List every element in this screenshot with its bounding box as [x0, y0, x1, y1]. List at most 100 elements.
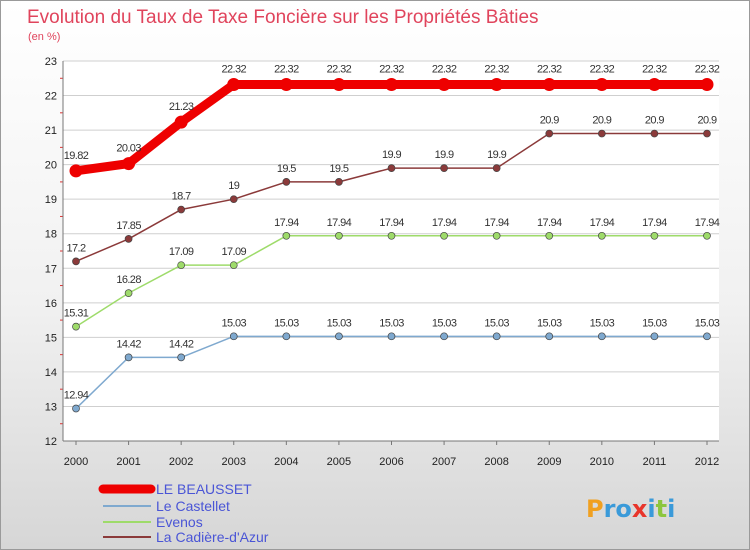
data-point [490, 77, 504, 91]
data-point [387, 332, 396, 341]
y-tick-label: 18 [45, 229, 57, 241]
data-point [492, 231, 501, 240]
data-label: 20.9 [592, 115, 611, 127]
data-point [229, 332, 238, 341]
data-point [282, 332, 291, 341]
x-tick-label: 2001 [116, 456, 140, 468]
data-point [703, 231, 711, 240]
data-label: 15.03 [379, 317, 404, 329]
data-label: 19.9 [435, 149, 454, 161]
data-point [597, 231, 606, 240]
data-label: 17.94 [274, 217, 299, 229]
data-label: 17.09 [169, 246, 194, 258]
data-label: 20.9 [645, 115, 664, 127]
y-tick-label: 22 [45, 91, 57, 103]
y-tick-label: 17 [45, 263, 57, 275]
data-point [597, 129, 606, 138]
data-point [703, 332, 711, 341]
data-label: 15.03 [327, 317, 352, 329]
data-point [545, 231, 554, 240]
data-label: 12.94 [64, 390, 89, 402]
data-label: 18.7 [172, 191, 191, 203]
data-label: 17.09 [221, 246, 246, 258]
data-label: 19.5 [329, 163, 348, 175]
data-label: 14.42 [116, 338, 141, 350]
data-label: 17.94 [379, 217, 404, 229]
x-tick-label: 2006 [379, 456, 403, 468]
logo-part-i2: i [667, 495, 675, 523]
data-label: 15.03 [432, 317, 457, 329]
data-point [122, 157, 136, 171]
data-point [72, 404, 80, 413]
data-label: 22.32 [432, 63, 457, 75]
data-point [387, 164, 396, 172]
data-point [177, 353, 186, 362]
data-label: 22.32 [695, 63, 720, 75]
data-label: 16.28 [116, 274, 141, 286]
data-label: 22.32 [274, 63, 299, 75]
data-point [595, 77, 609, 91]
data-point [335, 231, 343, 240]
x-tick-label: 2005 [327, 456, 351, 468]
logo-part-i1: i [647, 495, 655, 523]
data-point [332, 77, 346, 91]
data-point [542, 77, 556, 91]
y-tick-label: 23 [45, 56, 57, 68]
data-point [282, 231, 291, 240]
x-tick-label: 2009 [537, 456, 561, 468]
data-label: 15.03 [590, 317, 615, 329]
y-tick-label: 13 [45, 401, 57, 413]
data-label: 22.32 [484, 63, 509, 75]
data-label: 14.42 [169, 338, 194, 350]
data-label: 17.94 [537, 217, 562, 229]
data-label: 15.03 [537, 317, 562, 329]
data-label: 15.03 [484, 317, 509, 329]
data-point [177, 261, 186, 270]
data-label: 17.2 [66, 242, 85, 254]
data-label: 19 [228, 180, 240, 192]
data-point [385, 77, 398, 91]
x-tick-label: 2003 [222, 456, 246, 468]
data-label: 20.03 [116, 143, 141, 155]
data-label: 19.9 [382, 149, 401, 161]
data-label: 19.82 [64, 150, 89, 162]
data-point [545, 332, 554, 341]
logo-part-x: x [632, 495, 648, 523]
y-tick-label: 14 [45, 367, 57, 379]
data-label: 20.9 [540, 115, 559, 127]
data-point [437, 77, 451, 91]
data-point [229, 195, 238, 204]
data-point [124, 235, 133, 243]
data-label: 22.32 [590, 63, 615, 75]
data-label: 21.23 [169, 101, 194, 113]
data-label: 17.94 [590, 217, 615, 229]
y-tick-label: 16 [45, 298, 57, 310]
axes: 12 13 14 15 16 17 18 19 20 21 22 23 2000 2001 2002 2003… [45, 56, 719, 468]
y-tick-label: 20 [45, 160, 57, 172]
plot-area [63, 61, 719, 441]
data-point [279, 77, 293, 91]
data-point [650, 231, 659, 240]
data-label: 22.32 [379, 63, 404, 75]
data-point [650, 129, 659, 138]
data-point [440, 231, 448, 240]
data-point [440, 332, 448, 341]
data-point [703, 129, 711, 138]
data-point [647, 77, 661, 91]
data-label: 17.94 [484, 217, 509, 229]
data-label: 20.9 [697, 115, 716, 127]
data-label: 22.32 [642, 63, 667, 75]
legend-label: Evenos [156, 514, 203, 530]
data-label: 19.9 [487, 149, 506, 161]
data-label: 15.03 [642, 317, 667, 329]
data-label: 15.03 [274, 317, 299, 329]
data-label: 17.94 [327, 217, 352, 229]
data-label: 17.94 [432, 217, 457, 229]
data-point [700, 77, 714, 91]
data-point [335, 178, 343, 186]
data-point [335, 332, 343, 341]
data-label: 17.85 [116, 220, 141, 232]
